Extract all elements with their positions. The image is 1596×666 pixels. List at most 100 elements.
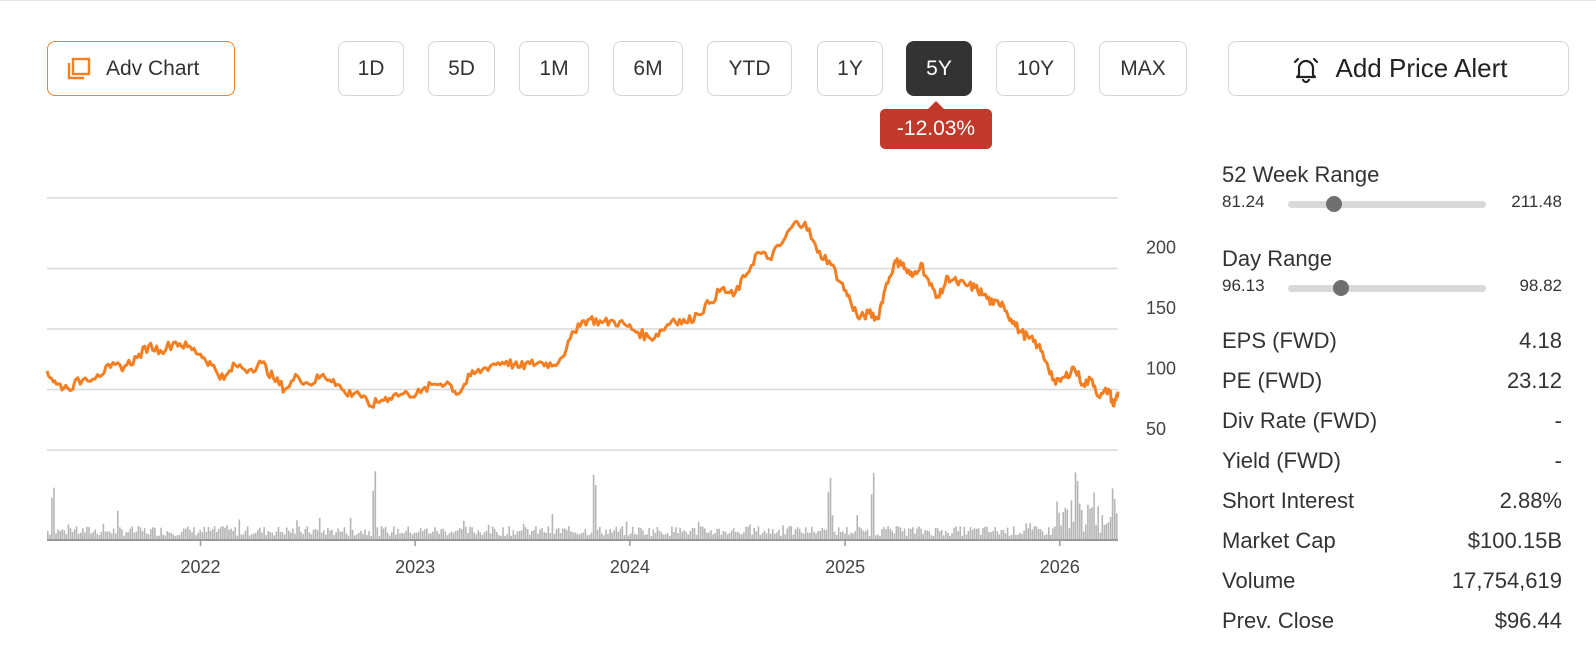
volume-bar (885, 529, 887, 540)
volume-bar (82, 528, 84, 540)
period-1m-button[interactable]: 1M (519, 41, 589, 96)
period-ytd-button[interactable]: YTD (707, 41, 792, 96)
volume-bar (261, 532, 263, 540)
volume-bar (166, 531, 169, 540)
price-chart: 200 150 100 50 2022 2023 2024 2025 2026 (45, 197, 1176, 577)
volume-bar (590, 532, 593, 540)
volume-bar (207, 527, 210, 540)
volume-bar (572, 532, 574, 540)
volume-bar (691, 528, 694, 540)
day-low: 96.13 (1222, 276, 1265, 295)
volume-bar (730, 530, 733, 540)
volume-bar (541, 528, 543, 540)
volume-bar (145, 533, 148, 540)
volume-bar (364, 529, 366, 540)
volume-bar (938, 531, 941, 540)
volume-bar (86, 526, 88, 540)
volume-bar (823, 529, 826, 540)
add-price-alert-button[interactable]: Add Price Alert (1228, 41, 1569, 96)
volume-bar (279, 532, 282, 540)
volume-bar (681, 531, 683, 540)
volume-bar (395, 534, 397, 540)
volume-bar (115, 533, 117, 540)
volume-bar (288, 530, 290, 540)
volume-bar (786, 528, 788, 540)
stat-label: Market Cap (1222, 528, 1336, 553)
volume-bar (1087, 504, 1089, 540)
volume-bar (129, 528, 131, 540)
volume-bar (825, 530, 828, 540)
volume-bar (963, 526, 966, 540)
volume-bar (899, 527, 902, 540)
volume-bar (1070, 500, 1073, 540)
volume-bar (141, 531, 144, 540)
period-1d-button[interactable]: 1D (338, 41, 404, 96)
volume-bar (197, 533, 199, 540)
volume-bar (112, 528, 115, 540)
volume-bar (710, 530, 712, 540)
volume-bar (984, 526, 986, 540)
stat-value: 17,754,619 (1451, 568, 1562, 593)
volume-bar (347, 535, 350, 540)
volume-bar (895, 526, 898, 540)
volume-bar (945, 530, 947, 540)
volume-bar (255, 532, 257, 540)
volume-bar (65, 534, 68, 540)
period-max-button[interactable]: MAX (1099, 41, 1187, 96)
stat-label: Div Rate (FWD) (1222, 408, 1378, 433)
volume-bar (246, 526, 249, 540)
volume-bar (271, 532, 274, 540)
day-range-title: Day Range (1222, 246, 1333, 271)
volume-bar (747, 526, 749, 540)
volume-bar (529, 534, 531, 540)
volume-bar (205, 531, 208, 540)
volume-bar (557, 527, 560, 540)
volume-bar (1037, 529, 1040, 540)
volume-bar (399, 533, 401, 540)
volume-bar (897, 526, 900, 540)
period-5y-button[interactable]: 5Y (906, 41, 972, 96)
volume-bar (621, 526, 624, 540)
volume-bar (302, 533, 304, 540)
volume-bar (1041, 531, 1044, 540)
volume-bar (903, 528, 906, 540)
volume-bar (63, 530, 66, 540)
volume-bar (440, 529, 442, 540)
volume-bar (1109, 517, 1112, 540)
volume-bar (162, 534, 164, 540)
volume-bar (1068, 528, 1071, 540)
volume-bar (802, 533, 805, 540)
volume-bar (675, 527, 677, 540)
volume-bar (846, 527, 848, 540)
volume-bar (980, 534, 982, 540)
volume-bar (928, 531, 931, 540)
volume-bar (837, 527, 840, 540)
volume-bar (333, 535, 335, 540)
volume-bar (965, 534, 968, 540)
volume-bar (358, 532, 360, 540)
volume-bar (269, 532, 271, 540)
volume-bar (718, 528, 720, 540)
period-10y-button[interactable]: 10Y (996, 41, 1075, 96)
volume-bar (378, 536, 381, 540)
volume-bar (1056, 501, 1058, 540)
volume-bar (743, 531, 745, 540)
volume-bar (215, 531, 218, 540)
y-tick-label: 150 (1146, 298, 1176, 318)
period-5d-button[interactable]: 5D (428, 41, 495, 96)
stat-row-div-rate: Div Rate (FWD) - (1222, 408, 1562, 438)
volume-bar (1019, 532, 1021, 540)
volume-bar (559, 533, 562, 540)
period-1y-button[interactable]: 1Y (817, 41, 883, 96)
volume-bar (977, 528, 980, 540)
volume-bar (918, 526, 920, 540)
volume-bar (393, 526, 395, 540)
volume-bar (1017, 534, 1019, 540)
volume-bar (951, 533, 953, 540)
volume-bar (776, 532, 778, 540)
volume-bar (549, 532, 552, 540)
period-6m-button[interactable]: 6M (613, 41, 683, 96)
stat-value: 4.18 (1519, 328, 1562, 353)
volume-bar (57, 529, 59, 540)
adv-chart-button[interactable]: Adv Chart (47, 41, 235, 96)
